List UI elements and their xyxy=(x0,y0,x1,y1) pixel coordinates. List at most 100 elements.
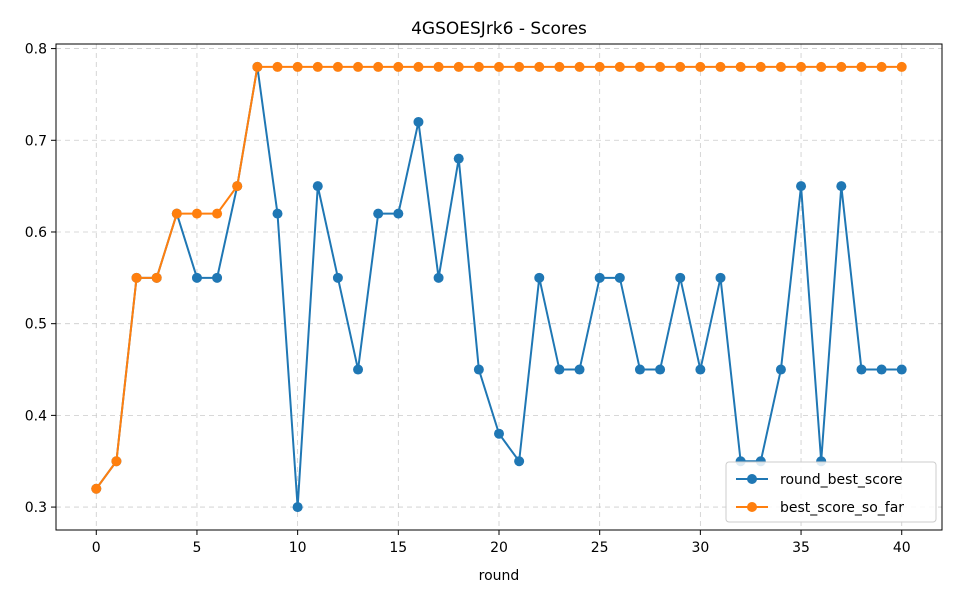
x-axis-label: round xyxy=(479,568,520,584)
x-tick-label: 0 xyxy=(92,540,101,556)
data-point xyxy=(413,116,424,127)
data-point xyxy=(695,61,706,72)
data-point xyxy=(574,364,585,375)
data-point xyxy=(514,456,525,467)
data-point xyxy=(655,364,666,375)
data-point xyxy=(856,364,867,375)
data-point xyxy=(191,272,202,283)
x-tick-label: 30 xyxy=(691,540,709,556)
data-point xyxy=(775,364,786,375)
data-point xyxy=(272,61,283,72)
data-point xyxy=(614,272,625,283)
data-point xyxy=(332,272,343,283)
data-point xyxy=(594,272,605,283)
data-point xyxy=(735,61,746,72)
y-tick-label: 0.8 xyxy=(25,42,47,58)
data-point xyxy=(292,61,303,72)
data-point xyxy=(393,208,404,219)
data-point xyxy=(212,272,223,283)
data-point xyxy=(554,364,565,375)
data-point xyxy=(373,208,384,219)
data-point xyxy=(836,61,847,72)
data-point xyxy=(91,483,102,494)
data-point xyxy=(876,364,887,375)
data-point xyxy=(514,61,525,72)
data-point xyxy=(494,428,504,439)
y-tick-label: 0.6 xyxy=(25,225,47,241)
data-point xyxy=(796,61,807,72)
data-point xyxy=(332,61,343,72)
y-tick-label: 0.7 xyxy=(25,133,47,149)
x-tick-label: 5 xyxy=(192,540,201,556)
data-point xyxy=(554,61,565,72)
legend-marker xyxy=(747,502,757,512)
data-point xyxy=(796,181,807,192)
data-point xyxy=(614,61,625,72)
data-point xyxy=(473,61,484,72)
data-point xyxy=(675,61,686,72)
x-tick-label: 10 xyxy=(289,540,307,556)
x-tick-label: 15 xyxy=(389,540,407,556)
legend: round_best_score best_score_so_far xyxy=(725,461,937,523)
y-tick-label: 0.4 xyxy=(25,408,47,424)
data-point xyxy=(836,181,847,192)
data-point xyxy=(232,181,243,192)
legend-label: round_best_score xyxy=(780,472,903,488)
data-point xyxy=(816,61,827,72)
data-point xyxy=(755,61,766,72)
data-point xyxy=(715,272,726,283)
data-point xyxy=(373,61,384,72)
data-point xyxy=(876,61,887,72)
data-point xyxy=(594,61,605,72)
data-point xyxy=(453,153,464,164)
data-point xyxy=(695,364,706,375)
data-point xyxy=(353,364,364,375)
data-point xyxy=(896,61,907,72)
data-point xyxy=(312,61,323,72)
data-point xyxy=(634,61,645,72)
data-point xyxy=(896,364,907,375)
chart-title: 4GSOESJrk6 - Scores xyxy=(411,19,587,39)
data-point xyxy=(655,61,666,72)
series-layer xyxy=(91,61,907,513)
data-point xyxy=(111,456,122,467)
data-point xyxy=(272,208,283,219)
data-point xyxy=(534,61,545,72)
x-tick-label: 20 xyxy=(490,540,508,556)
data-point xyxy=(353,61,364,72)
data-point xyxy=(312,181,323,192)
data-point xyxy=(433,61,444,72)
x-tick-label: 40 xyxy=(893,540,911,556)
legend-marker xyxy=(747,474,757,484)
data-point xyxy=(856,61,867,72)
series-best-score-so-far xyxy=(91,61,907,494)
data-point xyxy=(413,61,424,72)
data-point xyxy=(252,61,263,72)
x-tick-label: 35 xyxy=(792,540,810,556)
data-point xyxy=(775,61,786,72)
data-point xyxy=(675,272,686,283)
y-tick-label: 0.5 xyxy=(25,317,47,333)
plot-frame xyxy=(55,43,943,531)
data-point xyxy=(494,61,504,72)
data-point xyxy=(574,61,585,72)
data-point xyxy=(191,208,202,219)
data-point xyxy=(433,272,444,283)
data-point xyxy=(473,364,484,375)
axes-layer: 0 5 10 15 20 25 30 35 40 0.3 0.4 0.5 0.6 0.7 0.8 xyxy=(25,42,911,556)
data-point xyxy=(151,272,162,283)
data-point xyxy=(634,364,645,375)
y-tick-label: 0.3 xyxy=(25,500,47,516)
legend-box xyxy=(725,461,937,523)
data-point xyxy=(393,61,404,72)
data-point xyxy=(453,61,464,72)
data-point xyxy=(212,208,223,219)
data-point xyxy=(171,208,182,219)
data-point xyxy=(534,272,545,283)
x-tick-label: 25 xyxy=(591,540,609,556)
legend-label: best_score_so_far xyxy=(780,500,904,516)
data-point xyxy=(715,61,726,72)
data-point xyxy=(131,272,142,283)
data-point xyxy=(292,502,303,513)
